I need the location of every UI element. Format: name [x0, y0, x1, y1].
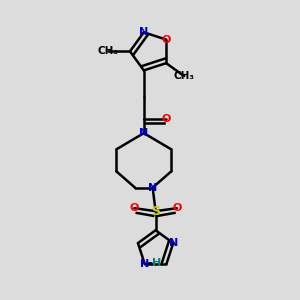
Text: N: N: [140, 259, 149, 269]
Text: N: N: [148, 183, 157, 193]
Text: O: O: [130, 203, 139, 213]
Text: N: N: [169, 238, 178, 248]
Text: N: N: [139, 128, 148, 138]
Text: O: O: [172, 203, 182, 213]
Text: CH₃: CH₃: [98, 46, 118, 56]
Text: S: S: [151, 205, 160, 218]
Text: O: O: [161, 114, 171, 124]
Text: H: H: [152, 258, 162, 268]
Text: CH₃: CH₃: [174, 71, 195, 81]
Text: N: N: [139, 27, 148, 37]
Text: O: O: [161, 34, 171, 45]
